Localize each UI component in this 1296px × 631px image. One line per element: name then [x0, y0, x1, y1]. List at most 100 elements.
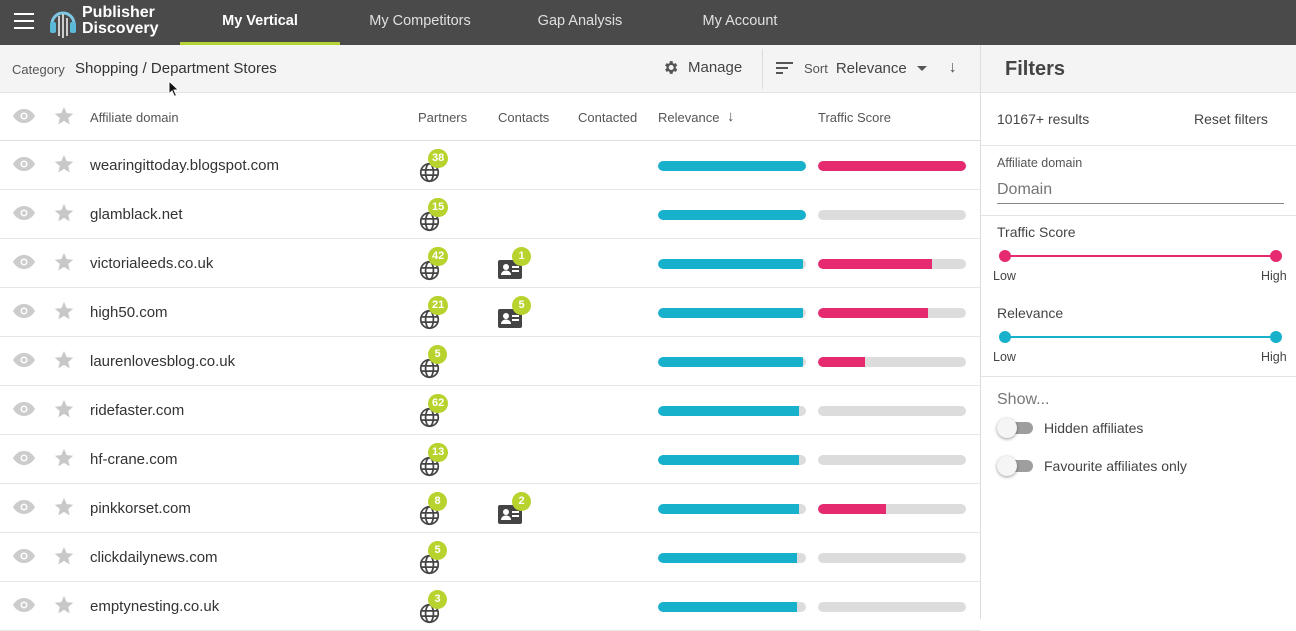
tab-my-vertical[interactable]: My Vertical	[180, 0, 340, 45]
star-icon[interactable]	[53, 300, 75, 322]
relevance-max-handle[interactable]	[1270, 331, 1282, 343]
table-row[interactable]: victorialeeds.co.uk 42 1	[0, 239, 980, 288]
eye-icon[interactable]	[12, 303, 36, 319]
affiliate-domain[interactable]: victorialeeds.co.uk	[90, 255, 214, 272]
eye-icon[interactable]	[12, 450, 36, 466]
tab-my-competitors[interactable]: My Competitors	[369, 13, 471, 29]
toolbar: Category Shopping / Department Stores Ma…	[0, 45, 980, 98]
table-row[interactable]: emptynesting.co.uk 3	[0, 582, 980, 631]
traffic-score-bar	[818, 455, 966, 465]
results-count: 10167+ results	[997, 111, 1090, 127]
traffic-score-bar-fill	[818, 504, 887, 514]
relevance-bar-fill	[658, 259, 804, 269]
column-header-partners[interactable]: Partners	[418, 110, 468, 125]
star-icon[interactable]	[53, 398, 75, 420]
star-icon[interactable]	[53, 153, 75, 175]
sort-label: Sort	[804, 60, 828, 76]
column-header-traffic-score[interactable]: Traffic Score	[818, 110, 891, 125]
domain-filter-input[interactable]	[997, 176, 1284, 204]
column-header-contacts[interactable]: Contacts	[498, 110, 550, 125]
relevance-slider[interactable]	[999, 331, 1282, 343]
affiliate-domain[interactable]: glamblack.net	[90, 206, 183, 223]
table-row[interactable]: ridefaster.com 62	[0, 386, 980, 435]
manage-label: Manage	[688, 59, 743, 76]
category-label: Category	[12, 62, 65, 77]
traffic-score-bar	[818, 161, 966, 171]
eye-icon[interactable]	[12, 108, 36, 124]
star-icon[interactable]	[53, 349, 75, 371]
eye-icon[interactable]	[12, 401, 36, 417]
affiliate-domain[interactable]: pinkkorset.com	[90, 500, 191, 517]
star-icon[interactable]	[53, 251, 75, 273]
partners-count-badge: 21	[428, 296, 449, 315]
traffic-score-slider[interactable]	[999, 250, 1282, 262]
table-row[interactable]: laurenlovesblog.co.uk 5	[0, 337, 980, 386]
top-navigation-bar: Publisher Discovery My Vertical My Compet…	[0, 0, 1296, 45]
contacts-count-badge: 5	[512, 296, 531, 315]
star-icon[interactable]	[53, 594, 75, 616]
eye-icon[interactable]	[12, 352, 36, 368]
column-header-relevance[interactable]: Relevance	[658, 110, 720, 125]
sort-value[interactable]: Relevance	[835, 59, 907, 77]
show-section-label: Show...	[997, 391, 1050, 408]
eye-icon[interactable]	[12, 156, 36, 172]
app-logo[interactable]: Publisher Discovery	[47, 4, 167, 40]
eye-icon[interactable]	[12, 548, 36, 564]
tab-gap-analysis[interactable]: Gap Analysis	[537, 13, 623, 29]
relevance-bar-fill	[658, 161, 806, 171]
tab-my-account[interactable]: My Account	[702, 13, 778, 29]
category-selector[interactable]: Shopping / Department Stores	[75, 60, 277, 77]
table-row[interactable]: clickdailynews.com 5	[0, 533, 980, 582]
eye-icon[interactable]	[12, 499, 36, 515]
reset-filters-button[interactable]: Reset filters	[1194, 111, 1268, 127]
sort-down-arrow-icon: ↓	[727, 108, 735, 125]
affiliate-domain[interactable]: wearingittoday.blogspot.com	[90, 157, 279, 174]
traffic-score-bar	[818, 259, 966, 269]
affiliate-domain[interactable]: clickdailynews.com	[90, 549, 218, 566]
affiliate-domain[interactable]: hf-crane.com	[90, 451, 178, 468]
dropdown-caret-icon[interactable]	[916, 65, 927, 71]
table-row[interactable]: wearingittoday.blogspot.com 38	[0, 141, 980, 190]
logo-line-1: Publisher	[82, 4, 155, 21]
affiliate-domain[interactable]: high50.com	[90, 304, 168, 321]
table-row[interactable]: pinkkorset.com 8 2	[0, 484, 980, 533]
column-header-contacted[interactable]: Contacted	[578, 110, 638, 125]
star-icon[interactable]	[53, 545, 75, 567]
hamburger-menu-icon[interactable]	[14, 13, 34, 29]
star-icon[interactable]	[53, 496, 75, 518]
affiliate-domain[interactable]: ridefaster.com	[90, 402, 185, 419]
table-row[interactable]: glamblack.net 15	[0, 190, 980, 239]
partners-count-badge: 5	[428, 541, 447, 560]
mouse-cursor-icon	[168, 80, 180, 98]
sort-direction-arrow-icon[interactable]: ↓	[948, 59, 957, 76]
relevance-bar-fill	[658, 357, 804, 367]
star-icon[interactable]	[53, 105, 75, 127]
star-icon[interactable]	[53, 447, 75, 469]
affiliate-domain[interactable]: laurenlovesblog.co.uk	[90, 353, 236, 370]
column-header-domain[interactable]: Affiliate domain	[90, 110, 179, 125]
hidden-affiliates-toggle[interactable]	[997, 417, 1033, 438]
eye-icon[interactable]	[12, 597, 36, 613]
traffic-score-bar	[818, 357, 966, 367]
eye-icon[interactable]	[12, 254, 36, 270]
traffic-score-bar	[818, 553, 966, 563]
traffic-score-bar	[818, 504, 966, 514]
affiliate-domain[interactable]: emptynesting.co.uk	[90, 598, 220, 615]
relevance-bar	[658, 602, 806, 612]
traffic-score-max-handle[interactable]	[1270, 250, 1282, 262]
eye-icon[interactable]	[12, 205, 36, 221]
sort-lines-icon	[776, 62, 793, 74]
relevance-bar	[658, 504, 806, 514]
table-row[interactable]: hf-crane.com 13	[0, 435, 980, 484]
traffic-score-min-handle[interactable]	[999, 250, 1011, 262]
sort-control[interactable]: Sort Relevance ↓	[776, 59, 957, 77]
star-icon[interactable]	[53, 202, 75, 224]
relevance-min-handle[interactable]	[999, 331, 1011, 343]
manage-button[interactable]: Manage	[662, 59, 742, 76]
traffic-score-bar-fill	[818, 259, 932, 269]
toolbar-divider	[762, 49, 763, 89]
contacts-count-badge: 2	[512, 492, 531, 511]
table-row[interactable]: high50.com 21 5	[0, 288, 980, 337]
favourite-affiliates-toggle[interactable]	[997, 455, 1033, 476]
headphones-logo-icon	[50, 11, 76, 38]
